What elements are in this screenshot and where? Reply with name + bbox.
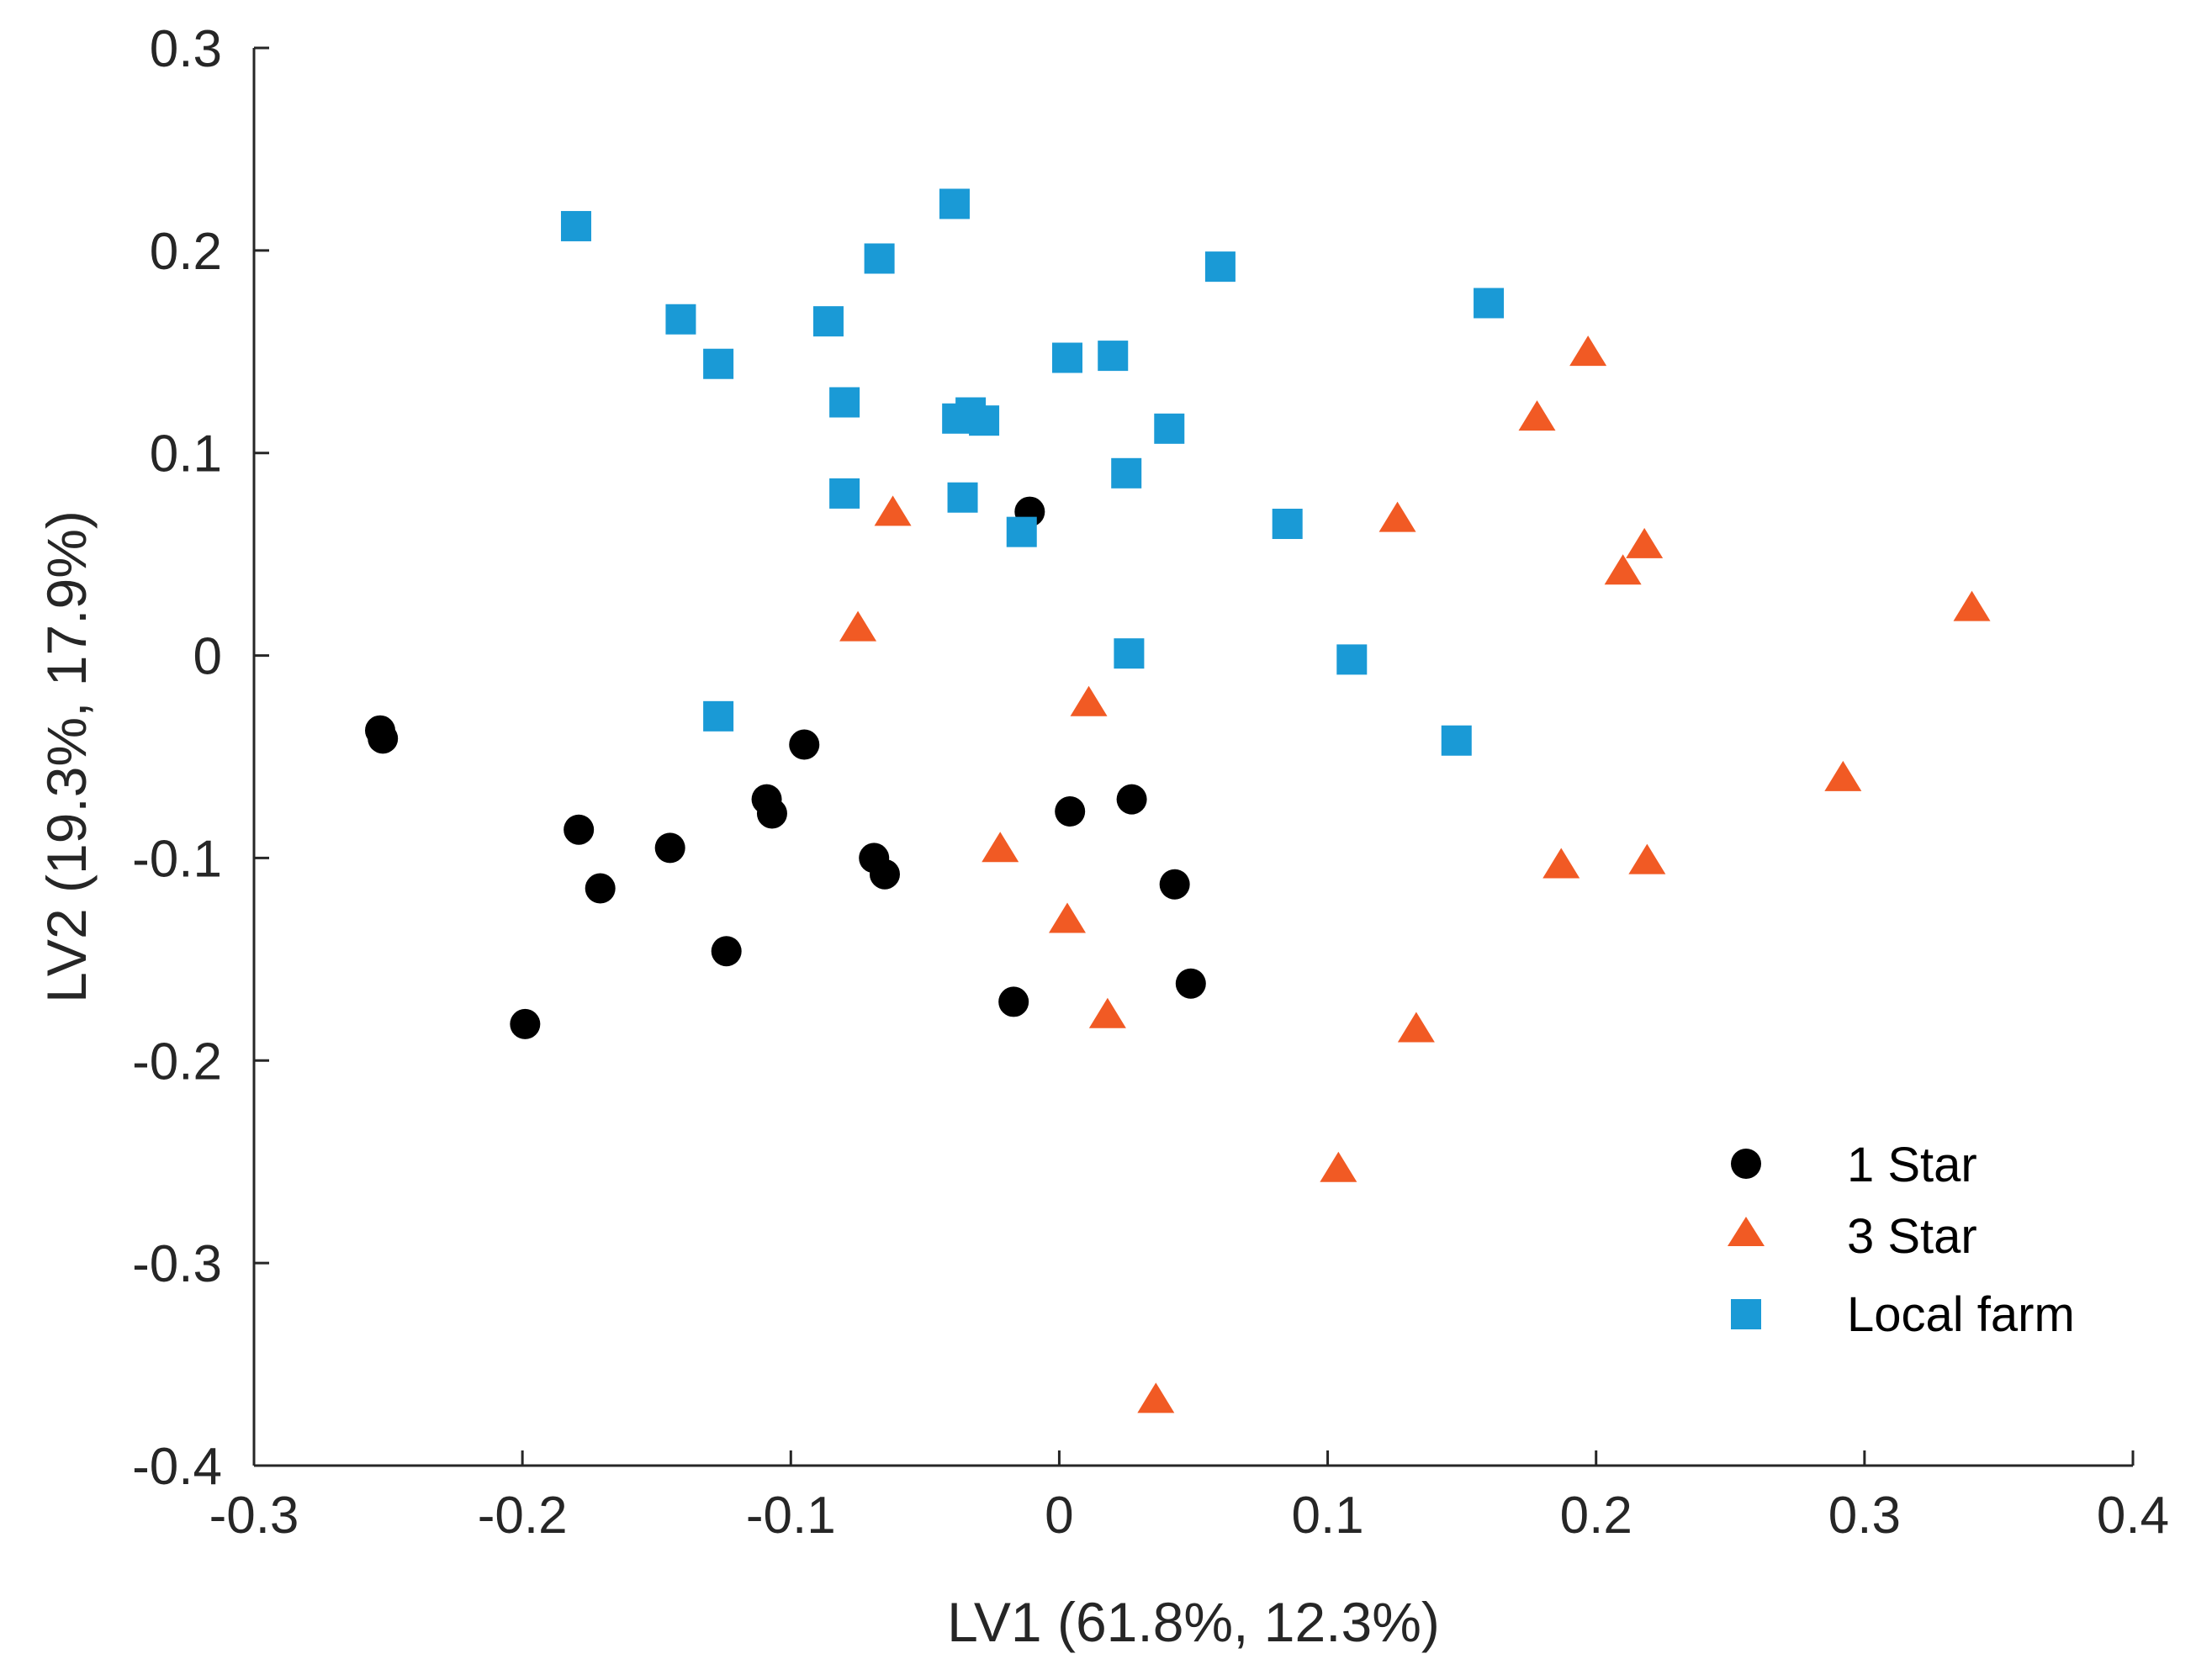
point-3-star [1397, 1012, 1435, 1043]
point-local-farm [812, 306, 844, 337]
point-1-star [998, 986, 1029, 1017]
point-local-farm [1441, 725, 1472, 756]
point-1-star [789, 729, 820, 760]
point-local-farm [864, 243, 895, 274]
point-1-star [869, 858, 900, 890]
point-local-farm [829, 478, 860, 509]
point-local-farm [703, 700, 734, 732]
point-3-star [1542, 848, 1580, 879]
x-axis-title: LV1 (61.8%, 12.3%) [947, 1591, 1440, 1653]
point-3-star [1953, 590, 1991, 621]
x-tick-label: -0.2 [478, 1487, 568, 1545]
y-axis-title: LV2 (19.3%, 17.9%) [35, 510, 98, 1003]
y-tick-label: -0.1 [132, 830, 222, 888]
point-3-star [1137, 1382, 1175, 1413]
point-3-star [874, 495, 912, 526]
legend-marker-local-farm [1731, 1299, 1761, 1329]
y-tick-label: 0.3 [150, 20, 222, 78]
point-1-star [711, 936, 742, 967]
y-tick-label: 0.2 [150, 223, 222, 281]
point-3-star [1088, 997, 1126, 1028]
point-3-star [1049, 902, 1087, 933]
point-3-star [1320, 1151, 1357, 1182]
legend-marker-3-star [1728, 1217, 1765, 1246]
point-3-star [1628, 843, 1666, 874]
point-local-farm [1154, 413, 1185, 444]
point-local-farm [703, 348, 734, 379]
point-3-star [839, 610, 877, 642]
point-local-farm [665, 304, 696, 335]
legend-marker-1-star [1731, 1149, 1761, 1179]
x-tick-label: 0.4 [2097, 1487, 2169, 1545]
y-tick-label: 0 [193, 628, 222, 686]
point-3-star [1824, 760, 1862, 791]
point-local-farm [1272, 509, 1303, 540]
point-1-star [368, 723, 399, 754]
legend-label-local-farm: Local farm [1847, 1287, 2075, 1342]
x-tick-label: -0.1 [746, 1487, 836, 1545]
point-3-star [982, 832, 1019, 863]
point-1-star [564, 814, 595, 845]
point-3-star [1604, 554, 1642, 585]
point-1-star [1175, 968, 1206, 999]
point-local-farm [1111, 457, 1142, 489]
point-local-farm [1204, 251, 1236, 283]
point-local-farm [1114, 638, 1145, 669]
point-1-star [510, 1008, 541, 1039]
point-local-farm [947, 482, 978, 513]
y-tick-label: -0.2 [132, 1033, 222, 1091]
point-3-star [1070, 685, 1108, 716]
point-local-farm [969, 405, 1000, 436]
point-1-star [585, 873, 616, 904]
point-3-star [1626, 527, 1664, 558]
point-local-farm [560, 210, 591, 241]
point-local-farm [1336, 644, 1368, 675]
data-points [364, 188, 1991, 1413]
point-local-farm [1474, 288, 1505, 319]
point-local-farm [939, 188, 970, 219]
point-3-star [1518, 400, 1556, 431]
point-1-star [1159, 869, 1190, 900]
y-tick-label: -0.3 [132, 1235, 222, 1293]
point-local-farm [829, 387, 860, 418]
legend-label-3-star: 3 Star [1847, 1209, 1977, 1264]
point-1-star [1055, 796, 1086, 827]
point-3-star [1569, 335, 1607, 367]
legend: 1 Star 3 Star Local farm [1728, 1138, 2075, 1342]
axes [252, 48, 2133, 1467]
x-tick-label: -0.3 [209, 1487, 299, 1545]
point-local-farm [1006, 516, 1037, 547]
point-1-star [756, 798, 787, 829]
y-tick-label: 0.1 [150, 425, 222, 483]
x-tick-label: 0.1 [1291, 1487, 1363, 1545]
x-tick-label: 0 [1045, 1487, 1073, 1545]
y-tick-label: -0.4 [132, 1438, 222, 1496]
point-3-star [1378, 501, 1416, 532]
point-local-farm [1098, 341, 1129, 372]
point-1-star [654, 832, 685, 864]
ticks: -0.3 -0.2 -0.1 0 0.1 0.2 0.3 0.4-0.4-0.3-0.2-0.… [132, 20, 2169, 1545]
x-tick-label: 0.3 [1828, 1487, 1901, 1545]
point-1-star [1116, 784, 1147, 815]
legend-label-1-star: 1 Star [1847, 1138, 1977, 1192]
x-tick-label: 0.2 [1560, 1487, 1632, 1545]
point-local-farm [1052, 342, 1083, 373]
